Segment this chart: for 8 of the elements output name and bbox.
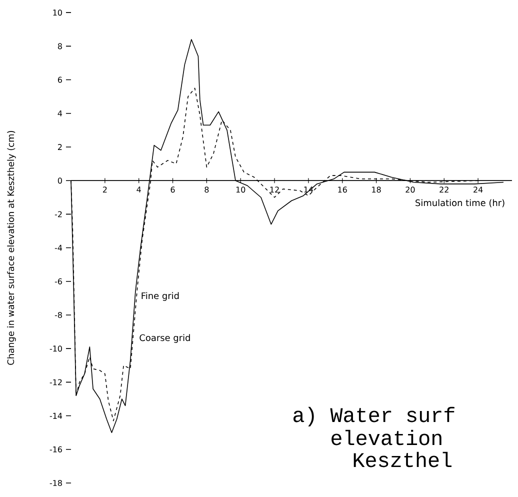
series-label: Coarse grid bbox=[140, 334, 190, 343]
series-label: Fine grid bbox=[142, 292, 179, 301]
annotation: Water surf bbox=[330, 406, 454, 422]
annotation: elevation bbox=[332, 430, 442, 446]
annotation: a) bbox=[294, 406, 314, 426]
annotation: Keszthel bbox=[354, 452, 452, 468]
x-axis-title: Simulation time (hr) bbox=[416, 199, 504, 208]
y-axis-title: Change in water surface elevation at Keszthely (cm) bbox=[7, 130, 16, 365]
